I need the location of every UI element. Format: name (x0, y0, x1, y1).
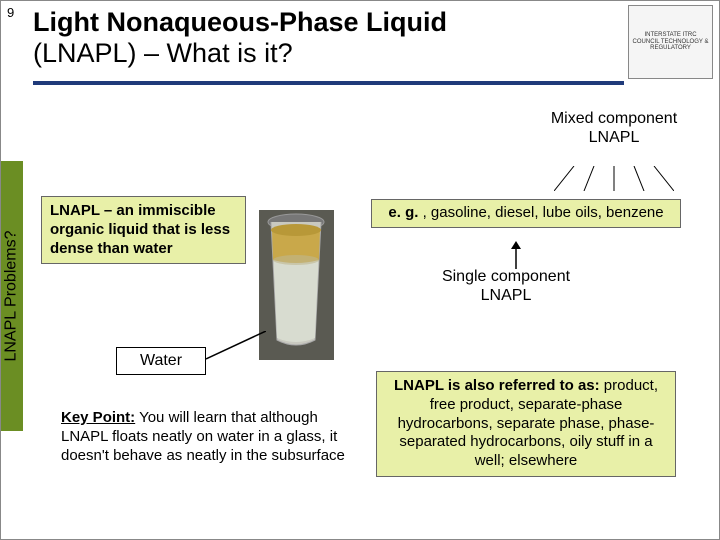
single-arrow-graphic (506, 241, 526, 269)
title: Light Nonaqueous-Phase Liquid (LNAPL) – … (33, 7, 624, 69)
key-point-text: Key Point: You will learn that although … (61, 409, 351, 465)
sidebar-label: LNAPL Problems? (3, 230, 21, 361)
sidebar-tab: LNAPL Problems? (1, 161, 23, 431)
logo-text: INTERSTATE ITRC COUNCIL TECHNOLOGY & REG… (631, 32, 710, 52)
single-component-label: Single component LNAPL (441, 267, 571, 305)
water-callout-line (206, 331, 266, 361)
slide-container: 9 Light Nonaqueous-Phase Liquid (LNAPL) … (0, 0, 720, 540)
title-underline (33, 81, 624, 85)
also-heading: LNAPL is also referred to as: (394, 377, 600, 394)
title-line1: Light Nonaqueous-Phase Liquid (33, 7, 447, 37)
title-line2: (LNAPL) – What is it? (33, 38, 293, 68)
slide-header: Light Nonaqueous-Phase Liquid (LNAPL) – … (33, 7, 624, 69)
examples-text: , gasoline, diesel, lube oils, benzene (423, 204, 664, 221)
definition-box: LNAPL – an immiscible organic liquid tha… (41, 196, 246, 264)
slide-number: 9 (7, 5, 14, 20)
itrc-logo: INTERSTATE ITRC COUNCIL TECHNOLOGY & REG… (628, 5, 713, 79)
water-label-box: Water (116, 347, 206, 375)
also-referred-box: LNAPL is also referred to as: product, f… (376, 371, 676, 477)
keypoint-label: Key Point: (61, 409, 135, 426)
examples-prefix: e. g. (388, 204, 422, 221)
fan-lines-graphic (554, 166, 674, 191)
mixed-component-label: Mixed component LNAPL (549, 109, 679, 147)
examples-box: e. g. , gasoline, diesel, lube oils, ben… (371, 199, 681, 228)
glass-graphic (259, 210, 334, 360)
